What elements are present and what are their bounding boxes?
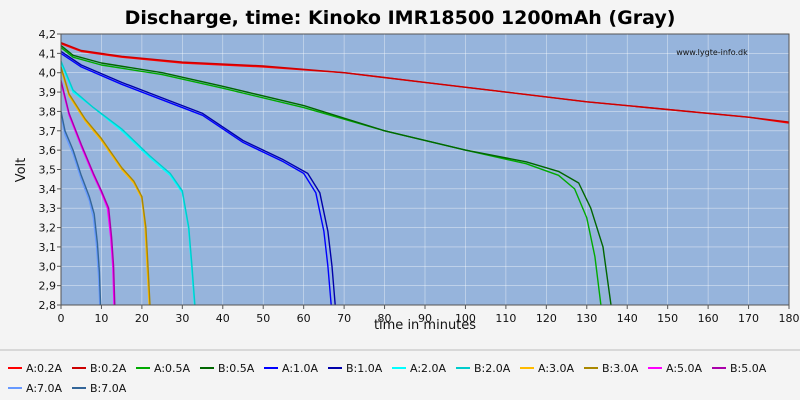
series-line-b-0-5a xyxy=(60,45,612,306)
series-line-a-7-0a xyxy=(60,115,101,306)
y-tick-label: 3,8 xyxy=(39,105,57,118)
x-tick-label: 100 xyxy=(455,312,476,325)
x-tick-label: 90 xyxy=(418,312,432,325)
legend-label-a-3-0a: A:3.0A xyxy=(538,362,575,375)
y-tick-label: 3,1 xyxy=(39,241,57,254)
x-tick-label: 30 xyxy=(175,312,189,325)
y-tick-label: 2,8 xyxy=(39,299,57,312)
legend-label-b-3-0a: B:3.0A xyxy=(602,362,639,375)
x-tick-label: 0 xyxy=(58,312,65,325)
legend-label-a-1-0a: A:1.0A xyxy=(282,362,319,375)
legend: A:0.2A B:0.2A A:0.5A B:0.5A A:1.0A B:1.0A A:2.… xyxy=(8,362,767,395)
y-tick-label: 3,4 xyxy=(39,183,57,196)
x-tick-label: 180 xyxy=(779,312,800,325)
y-tick-label: 3,5 xyxy=(39,164,57,177)
x-axis-ticks: 0 10 20 30 40 50 60 70 80 90 100 110 120 130 140 150 160… xyxy=(58,305,800,325)
y-tick-label: 3,6 xyxy=(39,144,57,157)
x-tick-label: 170 xyxy=(738,312,759,325)
y-tick-label: 3,0 xyxy=(39,260,57,273)
series-line-b-5-0a xyxy=(60,80,116,306)
legend-label-b-0-5a: B:0.5A xyxy=(218,362,255,375)
y-tick-label: 4,1 xyxy=(39,47,57,60)
chart-title: Discharge, time: Kinoko IMR18500 1200mAh… xyxy=(125,7,676,29)
x-tick-label: 70 xyxy=(337,312,351,325)
legend-label-b-2-0a: B:2.0A xyxy=(474,362,511,375)
y-tick-label: 3,9 xyxy=(39,86,57,99)
legend-label-a-0-5a: A:0.5A xyxy=(154,362,191,375)
legend-label-b-7-0a: B:7.0A xyxy=(90,382,127,395)
series-line-b-0-2a xyxy=(60,42,790,123)
x-tick-label: 50 xyxy=(256,312,270,325)
x-tick-label: 140 xyxy=(617,312,638,325)
x-tick-label: 20 xyxy=(135,312,149,325)
y-tick-label: 4,2 xyxy=(39,28,57,41)
y-tick-label: 4,0 xyxy=(39,67,57,80)
series-line-a-1-0a xyxy=(60,52,332,306)
series-line-a-3-0a xyxy=(60,68,150,306)
legend-label-a-0-2a: A:0.2A xyxy=(26,362,63,375)
x-tick-label: 120 xyxy=(536,312,557,325)
series-line-b-7-0a xyxy=(60,111,102,306)
series-line-b-1-0a xyxy=(60,50,336,306)
x-tick-label: 130 xyxy=(576,312,597,325)
x-tick-label: 80 xyxy=(378,312,392,325)
legend-label-b-0-2a: B:0.2A xyxy=(90,362,127,375)
y-tick-label: 3,3 xyxy=(39,202,57,215)
series-line-a-5-0a xyxy=(60,82,115,306)
x-tick-label: 110 xyxy=(495,312,516,325)
y-axis-ticks: 2,8 2,9 3,0 3,1 3,2 3,3 3,4 3,5 3,6 3,7 3,8 3,9 4,0 4… xyxy=(39,28,61,312)
legend-label-a-5-0a: A:5.0A xyxy=(666,362,703,375)
y-axis-label: Volt xyxy=(14,158,29,183)
legend-label-a-7-0a: A:7.0A xyxy=(26,382,63,395)
y-tick-label: 3,2 xyxy=(39,222,57,235)
legend-label-b-1-0a: B:1.0A xyxy=(346,362,383,375)
x-axis-label: time in minutes xyxy=(374,318,476,333)
watermark: www.lygte-info.dk xyxy=(676,48,748,57)
grid-lines xyxy=(60,33,790,306)
y-tick-label: 3,7 xyxy=(39,125,57,138)
legend-label-b-5-0a: B:5.0A xyxy=(730,362,767,375)
series-line-b-3-0a xyxy=(60,66,151,306)
x-tick-label: 40 xyxy=(216,312,230,325)
x-tick-label: 10 xyxy=(94,312,108,325)
y-tick-label: 2,9 xyxy=(39,280,57,293)
plot-frame xyxy=(60,33,790,306)
legend-label-a-2-0a: A:2.0A xyxy=(410,362,447,375)
series-lines xyxy=(60,42,790,306)
x-tick-label: 60 xyxy=(297,312,311,325)
series-line-b-2-0a xyxy=(60,60,196,306)
x-tick-label: 150 xyxy=(657,312,678,325)
x-tick-label: 160 xyxy=(698,312,719,325)
